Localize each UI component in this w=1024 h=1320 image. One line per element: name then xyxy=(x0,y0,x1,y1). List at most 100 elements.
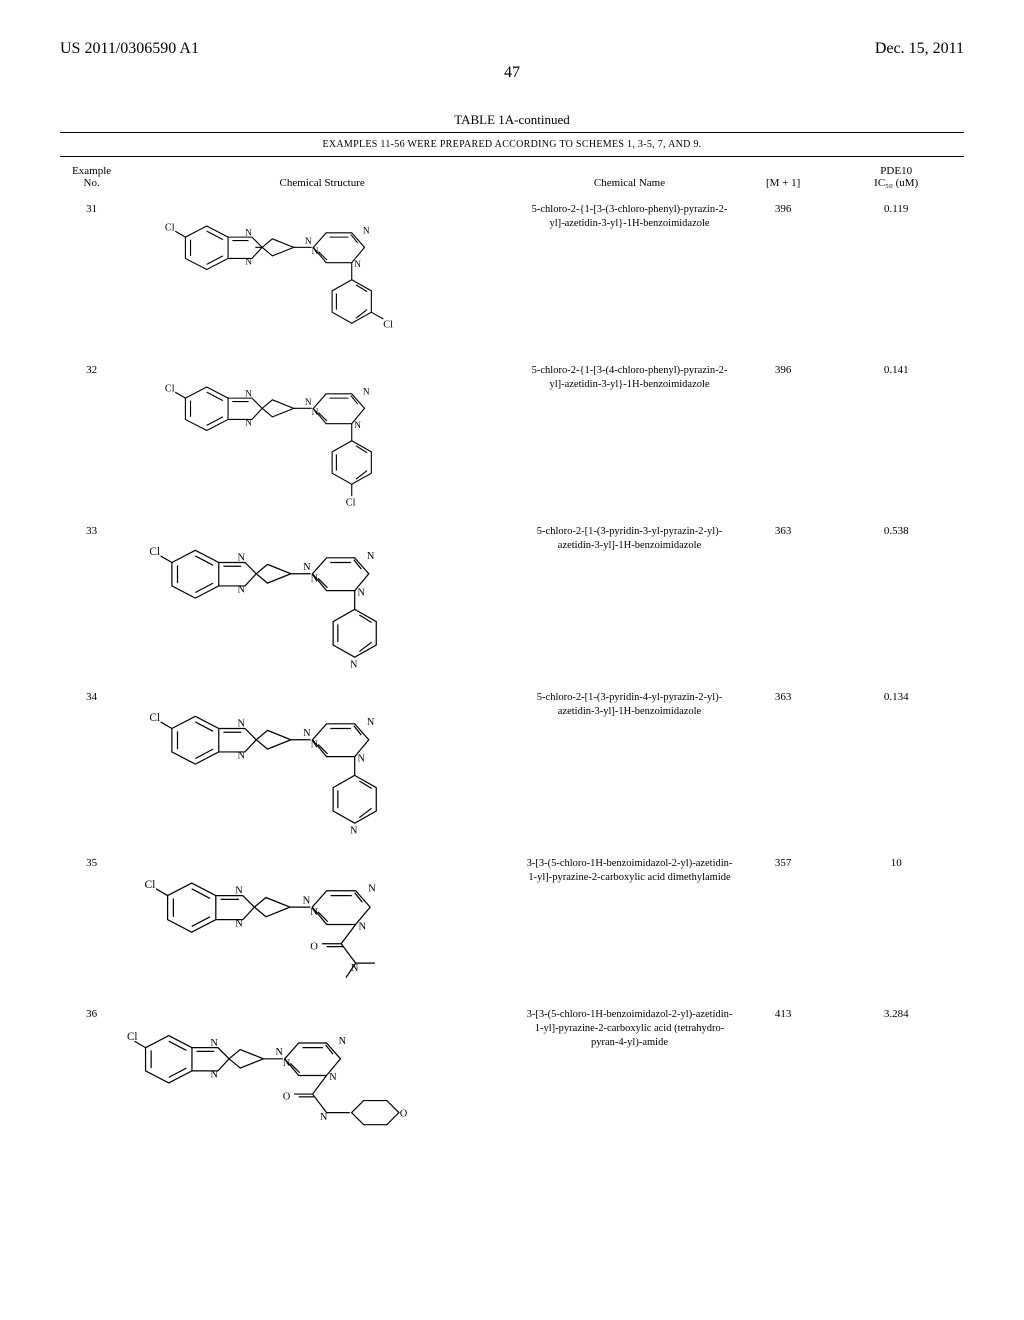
svg-text:N: N xyxy=(350,826,358,837)
svg-text:O: O xyxy=(311,942,319,953)
m-plus-1: 363 xyxy=(738,683,828,849)
svg-text:Cl: Cl xyxy=(150,712,161,724)
chemical-name: 5-chloro-2-{1-[3-(3-chloro-phenyl)-pyraz… xyxy=(521,195,738,356)
svg-text:N: N xyxy=(368,884,376,895)
svg-text:N: N xyxy=(311,907,319,918)
table-row: 36 xyxy=(60,1000,964,1151)
m-plus-1: 396 xyxy=(738,195,828,356)
svg-text:N: N xyxy=(311,739,319,750)
chemical-structure: Cl N N N N N N Cl xyxy=(123,195,521,356)
structure-svg: Cl N N N N N N O N O xyxy=(127,1008,517,1143)
svg-text:Cl: Cl xyxy=(346,498,356,509)
svg-text:N: N xyxy=(238,585,246,596)
example-no: 32 xyxy=(60,356,123,517)
svg-text:N: N xyxy=(358,587,366,598)
publication-date: Dec. 15, 2011 xyxy=(875,40,964,58)
chemical-name: 5-chloro-2-[1-(3-pyridin-4-yl-pyrazin-2-… xyxy=(521,683,738,849)
svg-text:N: N xyxy=(359,921,367,932)
svg-text:N: N xyxy=(235,918,243,929)
table-row: 32 xyxy=(60,356,964,517)
svg-text:N: N xyxy=(235,886,243,897)
svg-text:N: N xyxy=(245,418,252,428)
svg-text:N: N xyxy=(312,247,319,257)
example-no: 31 xyxy=(60,195,123,356)
svg-text:N: N xyxy=(312,408,319,418)
svg-text:N: N xyxy=(339,1036,347,1047)
table-top-rule xyxy=(60,132,964,133)
example-no: 35 xyxy=(60,849,123,1000)
chemical-structure: Cl N N N N N N N xyxy=(123,683,521,849)
ic50: 0.538 xyxy=(828,517,964,683)
svg-text:Cl: Cl xyxy=(145,878,156,891)
table-row: 33 xyxy=(60,517,964,683)
svg-text:N: N xyxy=(355,421,362,431)
m-plus-1: 357 xyxy=(738,849,828,1000)
svg-text:N: N xyxy=(320,1112,328,1123)
svg-text:N: N xyxy=(245,228,252,238)
svg-text:Cl: Cl xyxy=(165,383,175,394)
svg-text:Cl: Cl xyxy=(165,222,175,233)
example-no: 33 xyxy=(60,517,123,683)
m-plus-1: 363 xyxy=(738,517,828,683)
structure-svg: Cl N N N N N N N xyxy=(127,691,517,841)
svg-text:N: N xyxy=(238,751,246,762)
col-ic50: PDE10 IC₅₀ (uM) xyxy=(828,159,964,195)
ic50: 0.119 xyxy=(828,195,964,356)
page-header: US 2011/0306590 A1 Dec. 15, 2011 xyxy=(60,40,964,58)
svg-text:N: N xyxy=(358,753,366,764)
svg-text:Cl: Cl xyxy=(384,320,394,331)
svg-text:N: N xyxy=(311,573,319,584)
chemical-name: 3-[3-(5-chloro-1H-benzoimidazol-2-yl)-az… xyxy=(521,1000,738,1151)
table-row: 31 xyxy=(60,195,964,356)
svg-text:N: N xyxy=(238,553,246,564)
svg-text:N: N xyxy=(367,717,375,728)
svg-text:N: N xyxy=(330,1072,338,1083)
chemical-structure: Cl N N N N N N Cl xyxy=(123,356,521,517)
svg-text:N: N xyxy=(363,227,370,237)
svg-text:N: N xyxy=(367,551,375,562)
svg-text:N: N xyxy=(351,963,359,974)
svg-text:N: N xyxy=(283,1058,291,1069)
table-row: 34 xyxy=(60,683,964,849)
svg-text:N: N xyxy=(303,895,311,906)
svg-text:Cl: Cl xyxy=(127,1031,138,1043)
svg-text:N: N xyxy=(245,257,252,267)
col-structure: Chemical Structure xyxy=(123,159,521,195)
structure-svg: Cl N N N N N N N xyxy=(127,525,517,675)
chemical-name: 5-chloro-2-[1-(3-pyridin-3-yl-pyrazin-2-… xyxy=(521,517,738,683)
svg-text:N: N xyxy=(355,260,362,270)
col-m-plus-1: [M + 1] xyxy=(738,159,828,195)
svg-text:N: N xyxy=(305,398,312,408)
m-plus-1: 396 xyxy=(738,356,828,517)
structure-svg: Cl N N N N N N O N xyxy=(127,857,517,992)
chemical-structure: Cl N N N N N N N xyxy=(123,517,521,683)
chemical-structure: Cl N N N N N N O N xyxy=(123,849,521,1000)
svg-text:N: N xyxy=(276,1047,284,1058)
example-no: 36 xyxy=(60,1000,123,1151)
svg-text:Cl: Cl xyxy=(150,546,161,558)
compound-table: Example No. Chemical Structure Chemical … xyxy=(60,159,964,1151)
chemical-name: 3-[3-(5-chloro-1H-benzoimidazol-2-yl)-az… xyxy=(521,849,738,1000)
publication-number: US 2011/0306590 A1 xyxy=(60,40,199,58)
svg-text:O: O xyxy=(283,1092,290,1103)
chemical-structure: Cl N N N N N N O N O xyxy=(123,1000,521,1151)
svg-text:N: N xyxy=(211,1038,219,1049)
example-no: 34 xyxy=(60,683,123,849)
svg-text:N: N xyxy=(238,719,246,730)
table-subtitle: EXAMPLES 11-56 WERE PREPARED ACCORDING T… xyxy=(60,135,964,154)
table-sub-rule xyxy=(60,156,964,157)
svg-text:O: O xyxy=(400,1108,407,1119)
ic50: 0.141 xyxy=(828,356,964,517)
svg-text:N: N xyxy=(305,237,312,247)
svg-text:N: N xyxy=(363,388,370,398)
table-row: 35 xyxy=(60,849,964,1000)
svg-text:N: N xyxy=(211,1069,219,1080)
svg-text:N: N xyxy=(303,562,311,573)
m-plus-1: 413 xyxy=(738,1000,828,1151)
page-number: 47 xyxy=(60,64,964,82)
ic50: 0.134 xyxy=(828,683,964,849)
col-name: Chemical Name xyxy=(521,159,738,195)
ic50: 10 xyxy=(828,849,964,1000)
table-header-row: Example No. Chemical Structure Chemical … xyxy=(60,159,964,195)
svg-text:N: N xyxy=(245,389,252,399)
